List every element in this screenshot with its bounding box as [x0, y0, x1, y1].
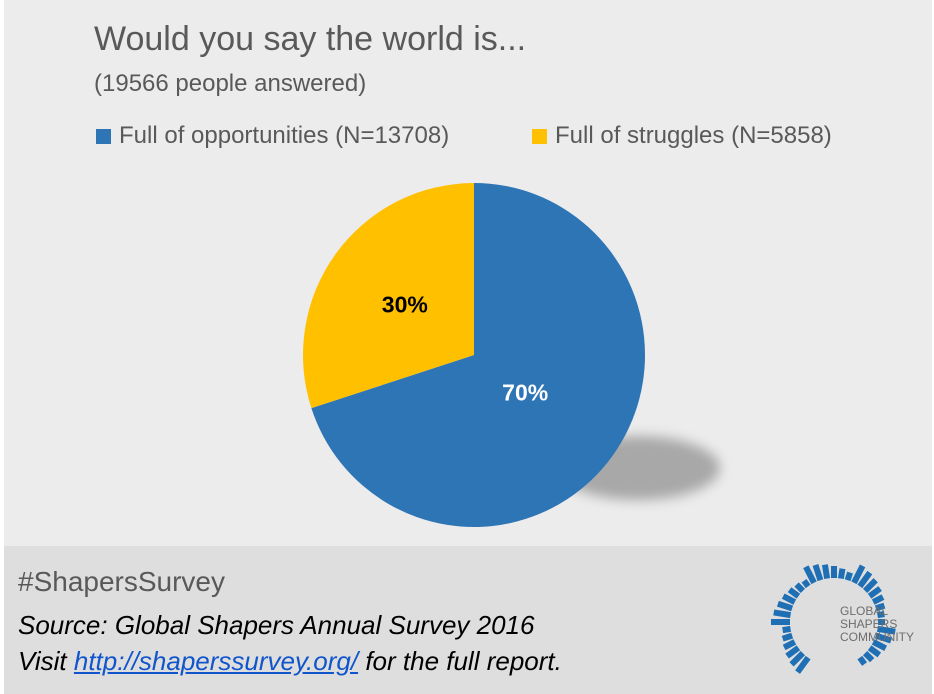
legend-swatch-opportunities — [96, 128, 111, 144]
pie-slice-labels: 70% 30% — [382, 291, 548, 405]
hashtag: #ShapersSurvey — [18, 566, 226, 597]
legend-item-struggles: Full of struggles (N=5858) — [532, 122, 832, 150]
logo-text-line3: COMMUNITY — [840, 630, 914, 644]
chart-area: Would you say the world is... (19566 peo… — [4, 0, 932, 546]
logo-text-line2: SHAPERS — [840, 617, 897, 631]
visit-text: Visit http://shaperssurvey.org/ for the … — [18, 646, 562, 677]
pie-chart: 70% 30% — [303, 183, 720, 528]
visit-prefix: Visit — [18, 646, 74, 676]
legend-label-opportunities: Full of opportunities (N=13708) — [119, 122, 450, 149]
pie-slice-opportunities — [311, 183, 645, 528]
global-shapers-logo: GLOBAL SHAPERS COMMUNITY — [771, 564, 914, 674]
logo-text-line1: GLOBAL — [840, 604, 888, 618]
logo-skyline-icon — [771, 564, 896, 674]
chart-title: Would you say the world is... — [94, 20, 527, 58]
footer: #ShapersSurvey Source: Global Shapers An… — [4, 546, 932, 694]
pie-label-opportunities: 70% — [502, 379, 548, 405]
legend-item-opportunities: Full of opportunities (N=13708) — [96, 122, 449, 150]
legend-label-struggles: Full of struggles (N=5858) — [555, 122, 832, 149]
legend-swatch-struggles — [532, 128, 547, 144]
chart-subtitle: (19566 people answered) — [94, 70, 367, 97]
report-link[interactable]: http://shaperssurvey.org/ — [73, 646, 359, 676]
visit-suffix: for the full report. — [358, 646, 562, 676]
pie-slices — [303, 183, 645, 528]
pie-slice-struggles — [303, 183, 474, 409]
pie-label-struggles: 30% — [382, 291, 428, 317]
source-text: Source: Global Shapers Annual Survey 201… — [18, 610, 535, 640]
